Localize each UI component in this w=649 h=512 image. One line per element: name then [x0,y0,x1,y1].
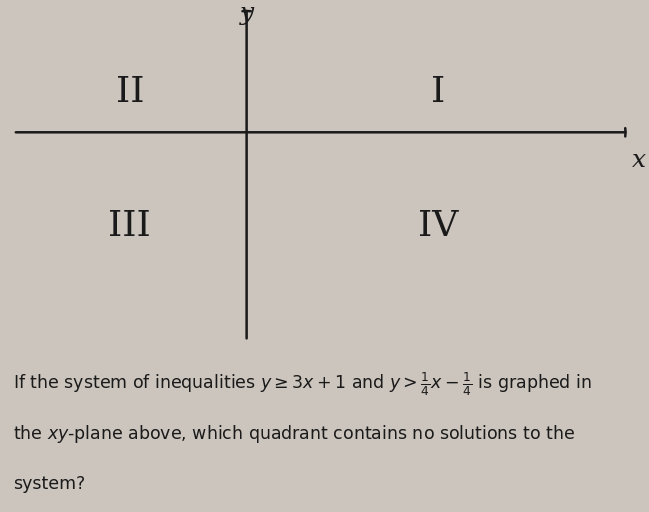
Text: I: I [431,75,445,109]
Text: II: II [116,75,144,109]
Text: IV: IV [418,209,458,243]
Text: III: III [108,209,151,243]
Text: x: x [632,148,646,172]
Text: y: y [239,2,254,25]
Text: If the system of inequalities $y \geq 3x + 1$ and $y > \frac{1}{4}x - \frac{1}{4: If the system of inequalities $y \geq 3x… [13,371,592,398]
Text: system?: system? [13,475,85,493]
Text: the $xy$-plane above, which quadrant contains no solutions to the: the $xy$-plane above, which quadrant con… [13,423,575,445]
